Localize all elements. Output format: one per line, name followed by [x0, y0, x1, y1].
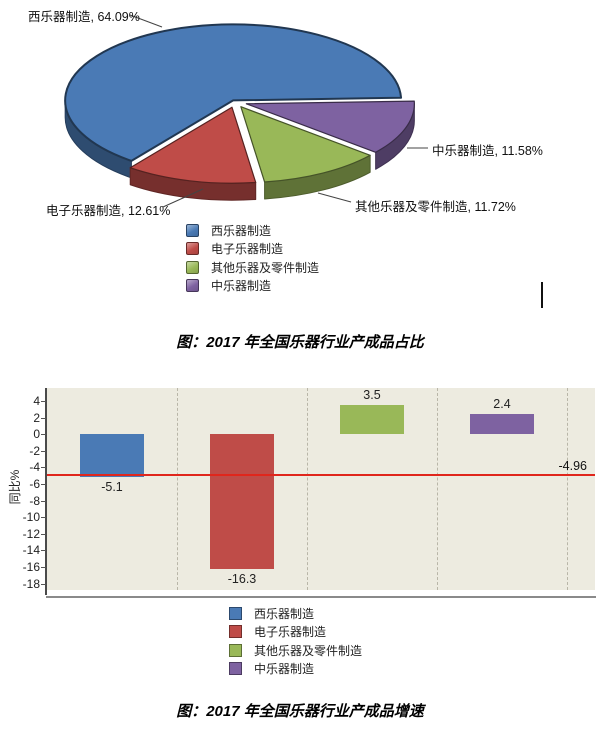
leader-line-electronic — [162, 188, 204, 208]
bar-legend: 西乐器制造 电子乐器制造 其他乐器及零件制造 中乐器制造 — [229, 604, 362, 678]
bar-legend-swatch-chinese — [229, 662, 242, 676]
bar-legend-item-other: 其他乐器及零件制造 — [229, 641, 362, 660]
y-axis-line — [45, 388, 47, 595]
y-tick-label: -2 — [29, 443, 40, 458]
pie-legend-item-chinese: 中乐器制造 — [186, 277, 319, 296]
pie-chart — [64, 14, 428, 208]
y-tick-mark — [41, 484, 46, 485]
y-tick-mark — [41, 550, 46, 552]
leader-line-west — [129, 14, 163, 28]
pie-legend-swatch-chinese — [186, 279, 199, 293]
y-tick-label: -6 — [29, 477, 40, 491]
bar-legend-label: 西乐器制造 — [254, 606, 315, 621]
y-tick-mark — [41, 434, 46, 436]
pie-legend-label: 电子乐器制造 — [211, 242, 284, 257]
pie-legend-swatch-west — [186, 223, 199, 237]
y-tick-mark — [41, 401, 46, 402]
y-tick-label: 2 — [33, 410, 40, 425]
y-tick-mark — [41, 467, 46, 469]
pie-legend-swatch-other — [186, 260, 199, 274]
y-tick-mark — [41, 533, 46, 535]
gridline — [437, 388, 438, 590]
pie-legend-swatch-electronic — [186, 242, 199, 256]
y-tick-label: -8 — [29, 493, 40, 508]
pie-chart-title: 图：2017 年全国乐器行业产成品占比 — [176, 334, 424, 351]
bar-chart-title: 图：2017 年全国乐器行业产成品增速 — [176, 703, 424, 720]
bar-legend-label: 其他乐器及零件制造 — [254, 643, 363, 658]
bar-value-label: -16.3 — [227, 572, 257, 587]
y-tick-label: -18 — [22, 576, 40, 591]
y-tick-label: -12 — [22, 526, 40, 541]
leader-line-other — [317, 192, 352, 203]
y-tick-label: -4 — [29, 460, 40, 475]
pie-legend-label: 西乐器制造 — [211, 223, 272, 238]
bar-value-label: 3.5 — [363, 388, 381, 403]
y-tick-label: -10 — [22, 510, 40, 525]
bar-chart: 同比% 4 2 0 -2 -4 -6 -8 -10 -12 -14 -16 -18 -5.1 -16.3 3… — [0, 383, 600, 600]
y-tick-mark — [41, 567, 46, 568]
y-tick-mark — [41, 417, 46, 419]
x-axis-line — [46, 596, 596, 598]
bar-中乐器制造 — [470, 414, 534, 435]
y-tick-label: 4 — [33, 394, 40, 408]
bar-legend-swatch-west — [229, 606, 242, 620]
bar-legend-swatch-electronic — [229, 625, 242, 639]
y-tick-label: 0 — [33, 427, 40, 442]
bar-legend-item-chinese: 中乐器制造 — [229, 660, 362, 679]
bar-legend-item-electronic: 电子乐器制造 — [229, 623, 362, 642]
gridline — [307, 388, 308, 590]
reference-line-label: -4.96 — [558, 459, 588, 474]
pie-callout-other: 其他乐器及零件制造, 11.72% — [355, 200, 516, 214]
reference-line — [47, 474, 595, 477]
pie-callout-electronic: 电子乐器制造, 12.61% — [46, 204, 171, 218]
pie-slice-3 — [245, 100, 415, 153]
pie-callout-chinese: 中乐器制造, 11.58% — [432, 144, 543, 158]
pie-legend: 西乐器制造 电子乐器制造 其他乐器及零件制造 中乐器制造 — [186, 221, 319, 295]
pie-legend-item-other: 其他乐器及零件制造 — [186, 258, 319, 277]
y-tick-mark — [41, 583, 46, 585]
pie-slice-0 — [64, 23, 403, 162]
pie-legend-label: 其他乐器及零件制造 — [211, 260, 320, 275]
bar-value-label: -5.1 — [101, 479, 123, 494]
bar-legend-swatch-other — [229, 643, 242, 657]
bar-legend-label: 电子乐器制造 — [254, 625, 327, 640]
bar-legend-item-west: 西乐器制造 — [229, 604, 362, 623]
y-tick-label: -14 — [22, 543, 40, 558]
pie-slice-1 — [129, 106, 257, 184]
pie-legend-item-west: 西乐器制造 — [186, 221, 319, 240]
bar-西乐器制造 — [80, 434, 144, 477]
bar-legend-label: 中乐器制造 — [254, 662, 315, 677]
y-tick-mark — [41, 450, 46, 452]
pie-slice-2 — [240, 106, 371, 183]
bar-value-label: 2.4 — [493, 397, 511, 412]
gridline — [177, 388, 178, 590]
y-tick-label: -16 — [22, 560, 40, 574]
gridline — [567, 388, 568, 590]
pie-legend-item-electronic: 电子乐器制造 — [186, 240, 319, 259]
text-cursor[interactable] — [541, 282, 543, 308]
y-tick-mark — [41, 500, 46, 502]
pie-legend-label: 中乐器制造 — [211, 279, 272, 294]
bar-其他乐器及零件制造 — [340, 405, 404, 435]
pie-callout-west: 西乐器制造, 64.09% — [28, 10, 140, 24]
bar-电子乐器制造 — [210, 434, 274, 570]
y-tick-mark — [41, 517, 46, 519]
